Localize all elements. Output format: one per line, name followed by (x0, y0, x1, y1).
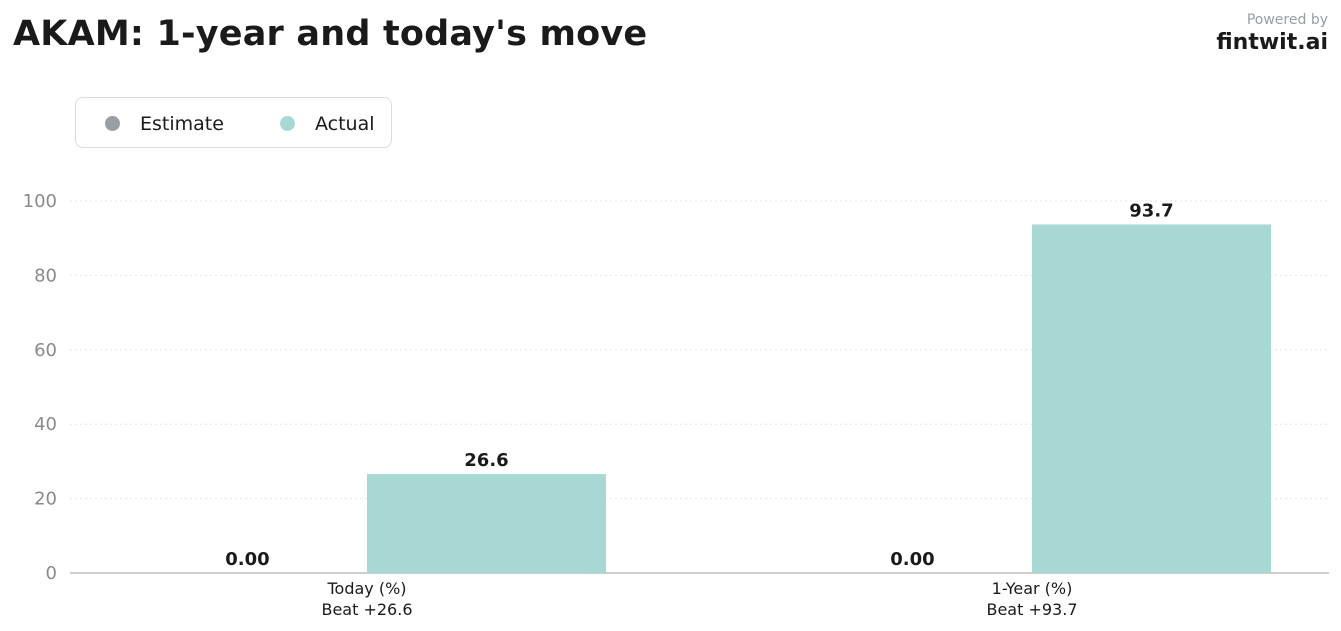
x-tick-label: Today (%) (326, 579, 406, 598)
data-label-estimate: 0.00 (225, 549, 269, 570)
brand-block: Powered by fintwit.ai (1216, 11, 1328, 57)
bar-actual (1032, 224, 1271, 573)
data-label-actual: 26.6 (464, 450, 508, 471)
data-label-estimate: 0.00 (890, 549, 934, 570)
chart-title: AKAM: 1-year and today's move (13, 14, 648, 54)
data-label-actual: 93.7 (1129, 200, 1173, 221)
legend-item-actual: Actual (280, 98, 375, 149)
legend-item-estimate: Estimate (105, 98, 224, 149)
y-tick-label: 20 (34, 489, 57, 510)
brand-name: fintwit.ai (1216, 30, 1328, 55)
legend-swatch-estimate (105, 116, 120, 131)
legend-label-actual: Actual (315, 112, 375, 135)
y-tick-label: 40 (34, 414, 57, 435)
x-tick-label: 1-Year (%) (992, 579, 1073, 598)
y-tick-label: 80 (34, 265, 57, 286)
y-tick-label: 60 (34, 340, 57, 361)
powered-by-label: Powered by (1246, 12, 1328, 28)
bar-actual (367, 474, 606, 573)
y-tick-label: 100 (23, 191, 57, 212)
legend-label-estimate: Estimate (140, 112, 224, 135)
x-tick-label: Beat +26.6 (321, 600, 412, 619)
x-tick-label: Beat +93.7 (986, 600, 1077, 619)
chart-legend: Estimate Actual (75, 97, 392, 148)
y-tick-label: 0 (46, 563, 57, 584)
legend-swatch-actual (280, 116, 295, 131)
